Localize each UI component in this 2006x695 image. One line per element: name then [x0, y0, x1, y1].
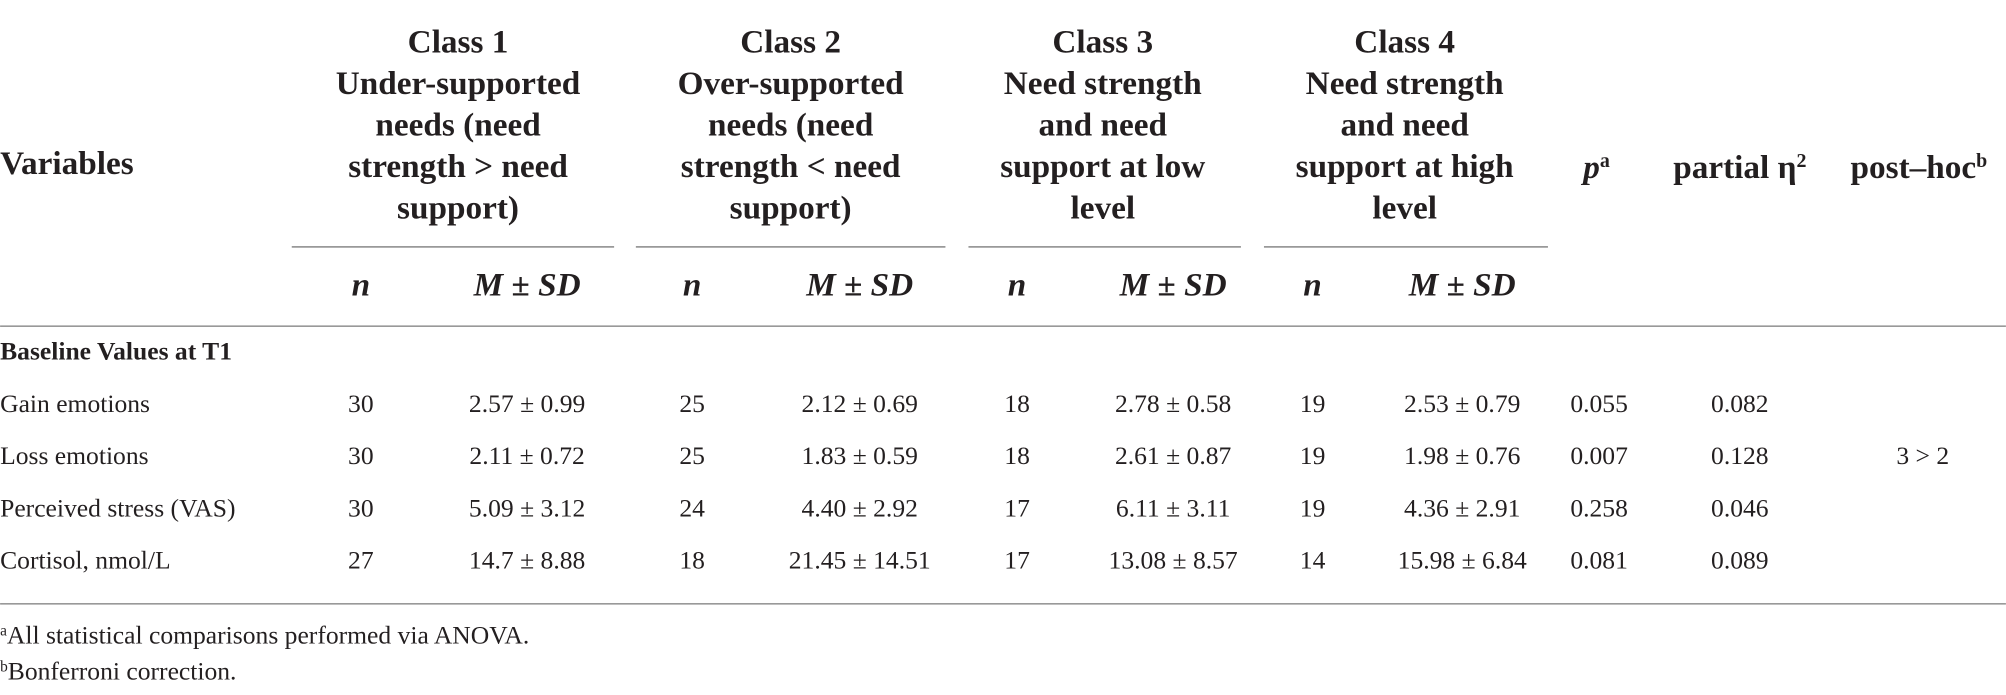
subheader: M ± SD [1119, 266, 1227, 303]
class-header: Class 1 [408, 23, 509, 60]
header-text: post–hoc [1851, 149, 1977, 186]
cell: 14.7 ± 8.88 [469, 545, 585, 574]
class-header: strength > need [348, 148, 568, 185]
class-header: Class 2 [740, 23, 841, 60]
cell: 2.11 ± 0.72 [469, 441, 584, 470]
cell: 2.57 ± 0.99 [469, 389, 585, 418]
cell: 19 [1300, 493, 1326, 522]
cell: 27 [348, 545, 374, 574]
class-header: needs (need [375, 107, 541, 144]
cell: 13.08 ± 8.57 [1109, 545, 1238, 574]
column-header: pa [1580, 149, 1610, 186]
subheader: M ± SD [473, 266, 581, 303]
cell: 30 [348, 441, 374, 470]
cell: 2.78 ± 0.58 [1115, 389, 1231, 418]
cell: 0.089 [1711, 545, 1769, 574]
cell: 5.09 ± 3.12 [469, 493, 585, 522]
cell: 3 > 2 [1896, 441, 1949, 470]
cell: 0.081 [1570, 545, 1628, 574]
cell: 4.36 ± 2.91 [1404, 493, 1520, 522]
cell: 25 [679, 389, 705, 418]
column-header: partial η2 [1673, 149, 1806, 186]
row-label: Loss emotions [0, 441, 149, 470]
class-header: support at high [1296, 148, 1514, 185]
cell: 30 [348, 493, 374, 522]
class-header: support at low [1000, 148, 1205, 185]
footnote: aAll statistical comparisons performed v… [0, 620, 529, 649]
class-header: needs (need [708, 107, 874, 144]
cell: 17 [1004, 545, 1030, 574]
subheader: M ± SD [805, 266, 913, 303]
cell: 17 [1004, 493, 1030, 522]
cell: 18 [1004, 389, 1030, 418]
cell: 0.046 [1711, 493, 1769, 522]
column-header: Variables [0, 145, 134, 182]
subheader: n [352, 266, 371, 303]
cell: 0.055 [1570, 389, 1628, 418]
cell: 2.53 ± 0.79 [1404, 389, 1520, 418]
footnote-text: Bonferroni correction. [8, 656, 237, 685]
cell: 4.40 ± 2.92 [802, 493, 918, 522]
cell: 21.45 ± 14.51 [789, 545, 931, 574]
row-label: Cortisol, nmol/L [0, 545, 171, 574]
class-header: and need [1039, 107, 1168, 144]
cell: 18 [679, 545, 705, 574]
class-header: support) [730, 190, 852, 227]
cell: 18 [1004, 441, 1030, 470]
section-label: Baseline Values at T1 [0, 336, 232, 365]
class-header: level [1372, 190, 1437, 227]
cell: 19 [1300, 441, 1326, 470]
superscript: a [1600, 150, 1610, 172]
class-header: Class 3 [1052, 23, 1153, 60]
cell: 30 [348, 389, 374, 418]
column-header: post–hocb [1851, 149, 1988, 186]
cell: 25 [679, 441, 705, 470]
cell: 1.83 ± 0.59 [802, 441, 918, 470]
cell: 24 [679, 493, 705, 522]
row-label: Gain emotions [0, 389, 150, 418]
cell: 1.98 ± 0.76 [1404, 441, 1521, 470]
class-header: Need strength [1004, 65, 1202, 102]
subheader: n [1303, 266, 1322, 303]
footnote-text: All statistical comparisons performed vi… [7, 620, 529, 649]
cell: 15.98 ± 6.84 [1398, 545, 1527, 574]
cell: 6.11 ± 3.11 [1116, 493, 1230, 522]
cell: 0.007 [1570, 441, 1628, 470]
cell: 2.12 ± 0.69 [802, 389, 918, 418]
class-header: strength < need [681, 148, 901, 185]
cell: 2.61 ± 0.87 [1115, 441, 1232, 470]
footnote-mark: a [0, 622, 7, 639]
subheader: n [683, 266, 701, 303]
class-header: Over-supported [678, 65, 904, 102]
cell: 0.258 [1570, 493, 1628, 522]
class-header: level [1070, 190, 1135, 227]
cell: 19 [1300, 389, 1326, 418]
row-label: Perceived stress (VAS) [0, 493, 235, 522]
subheader: n [1008, 266, 1027, 303]
class-header: support) [397, 190, 519, 227]
class-header: Need strength [1306, 65, 1504, 102]
class-header: Under-supported [336, 65, 581, 102]
cell: 0.082 [1711, 389, 1769, 418]
header-text: partial η [1673, 149, 1796, 186]
class-header: and need [1340, 107, 1469, 144]
cell: 0.128 [1711, 441, 1769, 470]
cell: 14 [1300, 545, 1326, 574]
header-text: p [1580, 149, 1600, 186]
subheader: M ± SD [1408, 266, 1516, 303]
footnote: bBonferroni correction. [0, 656, 236, 685]
class-header: Class 4 [1354, 23, 1455, 60]
footnote-mark: b [0, 658, 8, 675]
superscript: 2 [1796, 150, 1806, 172]
superscript: b [1976, 150, 1987, 172]
